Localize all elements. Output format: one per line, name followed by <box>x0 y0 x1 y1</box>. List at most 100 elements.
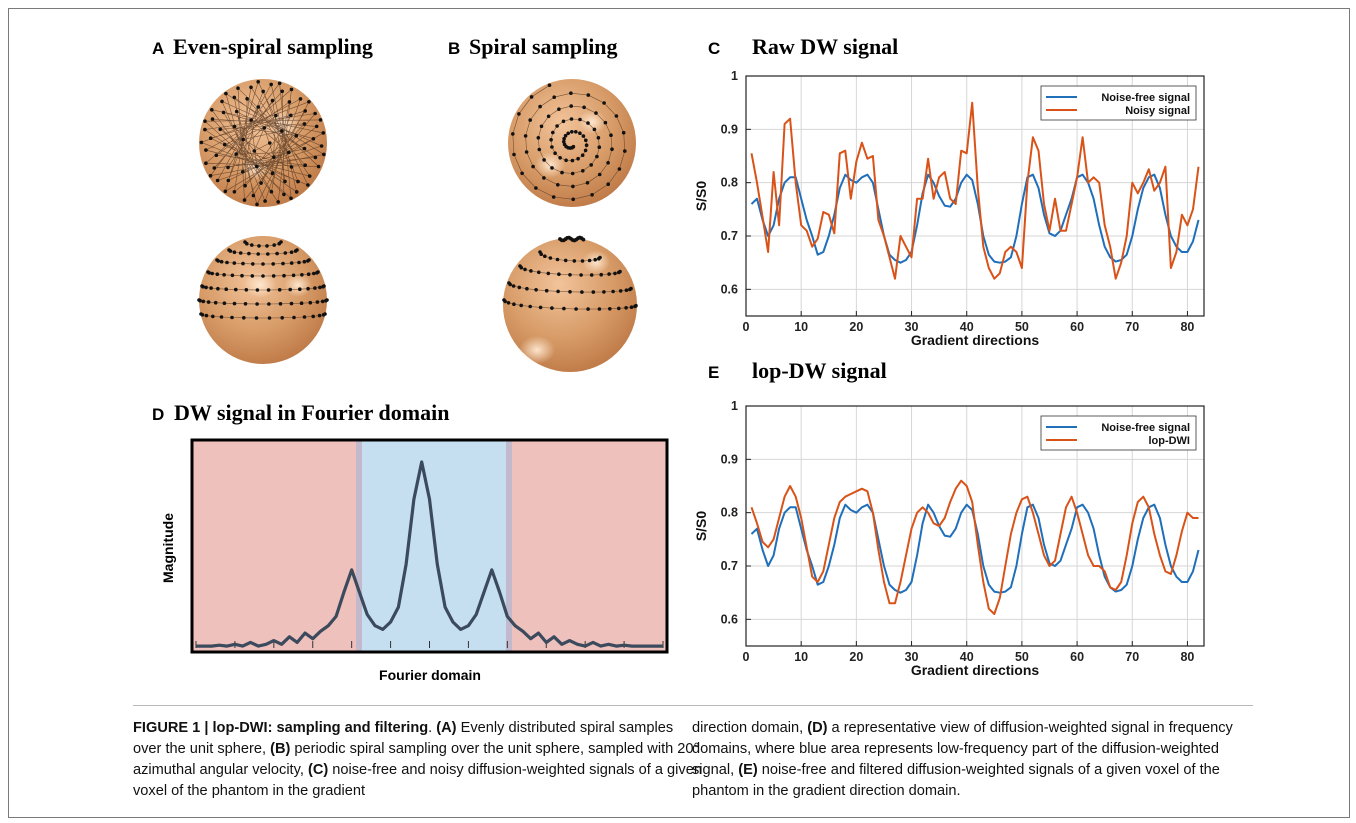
sample-point <box>566 131 570 136</box>
sample-point <box>571 184 575 189</box>
panel-e-letter: E <box>708 363 719 382</box>
sample-point <box>255 202 259 207</box>
sample-point <box>206 300 211 304</box>
panel-e-title-text: lop-DW signal <box>752 358 887 383</box>
sample-point <box>210 117 215 121</box>
y-tick-label: 0.9 <box>721 452 738 466</box>
sample-point <box>581 169 585 173</box>
sample-point <box>593 257 597 262</box>
sample-point <box>314 124 319 129</box>
sample-point <box>623 149 627 153</box>
sample-point <box>198 298 202 303</box>
sample-point <box>214 153 219 158</box>
sample-point <box>219 259 224 264</box>
sample-point <box>322 284 326 288</box>
sample-point <box>571 197 575 202</box>
sample-point <box>568 290 572 294</box>
sample-point <box>534 186 538 190</box>
panel-d-title: D DW signal in Fourier domain <box>152 400 449 425</box>
x-tick-label: 80 <box>1180 650 1194 664</box>
y-tick-label: 0.7 <box>721 229 738 243</box>
sample-point <box>511 284 516 288</box>
sample-point <box>216 259 220 263</box>
sample-point <box>595 154 599 159</box>
sample-point <box>276 200 281 204</box>
sample-point <box>562 306 566 311</box>
sphere-a-bottom <box>197 236 329 364</box>
raw-dw-signal-chart: 0 10 20 30 40 50 60 70 80 0.6 0.7 0.8 0.9 1 Gradient d… <box>693 69 1205 348</box>
sample-point <box>317 313 322 318</box>
caption-text: Evenly distributed spiral samples over t… <box>133 720 674 757</box>
sample-point <box>316 164 321 169</box>
sample-point <box>506 301 511 305</box>
sample-point <box>247 251 251 256</box>
sample-point <box>556 183 560 187</box>
sample-point <box>294 190 299 194</box>
sphere-b-top <box>508 79 636 207</box>
sample-point <box>226 165 230 170</box>
sample-point <box>256 105 261 109</box>
sample-point <box>610 147 614 151</box>
sample-point <box>222 301 227 306</box>
sample-point <box>563 258 568 263</box>
sample-point <box>220 99 224 104</box>
sample-point <box>311 314 316 319</box>
sampling-points-a-bottom <box>197 240 329 320</box>
sample-point <box>569 104 573 108</box>
sample-point <box>261 262 265 266</box>
sample-point <box>634 303 638 308</box>
sample-point <box>300 273 304 277</box>
sample-point <box>232 250 237 254</box>
sample-point <box>550 145 554 149</box>
sample-point <box>232 301 237 306</box>
axes-frame <box>745 75 1205 317</box>
sample-point <box>204 285 208 290</box>
caption-right-body: direction domain, (D) a representative v… <box>692 720 1233 799</box>
x-tick-label: 50 <box>1015 650 1029 664</box>
sample-point <box>263 199 267 203</box>
sample-point <box>312 271 316 276</box>
panel-a-title-text: Even-spiral sampling <box>173 34 373 59</box>
sample-point <box>302 315 307 319</box>
sample-point <box>584 143 589 147</box>
sample-point <box>592 127 597 132</box>
band-edge-left <box>356 441 362 651</box>
sample-point <box>298 97 303 101</box>
sphere-a-top <box>199 79 327 207</box>
sample-point <box>234 152 238 156</box>
sample-point <box>241 261 245 266</box>
sample-point <box>257 244 261 248</box>
caption-panel-ref: (C) <box>307 762 329 778</box>
sample-point <box>584 138 588 143</box>
legend-label: Noise-free signal <box>1101 422 1190 434</box>
sample-point <box>579 273 583 277</box>
spiral-path <box>512 84 626 200</box>
sample-point <box>306 183 310 187</box>
y-tick-label: 0.6 <box>721 612 738 626</box>
sample-point <box>555 124 559 128</box>
sample-point <box>529 95 534 99</box>
legend-box <box>1040 415 1197 451</box>
sample-point <box>546 271 551 276</box>
y-tick-label: 0.8 <box>721 506 738 520</box>
x-tick-label: 50 <box>1015 320 1029 334</box>
sample-point <box>203 119 207 123</box>
sample-point <box>280 129 284 133</box>
sample-point <box>232 190 237 194</box>
x-axis-label: Gradient directions <box>911 332 1040 348</box>
high-frequency-region-left <box>193 441 356 651</box>
sample-point <box>204 313 209 318</box>
sample-point <box>267 302 271 306</box>
sphere-b-bottom <box>502 235 638 372</box>
sample-point <box>272 243 277 247</box>
sample-point <box>295 248 299 252</box>
sample-point <box>249 85 253 90</box>
sample-point <box>270 98 275 103</box>
sample-point <box>213 300 218 305</box>
sample-point <box>243 183 247 188</box>
sample-point <box>298 287 302 292</box>
sample-point <box>558 156 562 160</box>
sample-point <box>221 110 226 115</box>
sample-point <box>629 305 634 310</box>
sample-point <box>250 274 255 278</box>
